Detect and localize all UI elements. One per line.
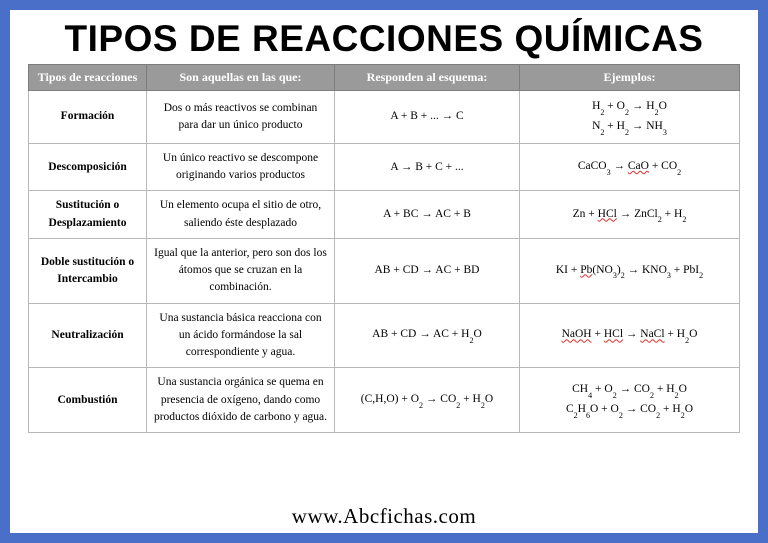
cell-schema: AB + CD → AC + BD: [335, 238, 520, 303]
cell-schema: (C,H,O) + O2 → CO2 + H2O: [335, 368, 520, 433]
header-types: Tipos de reacciones: [29, 65, 147, 91]
cell-example: CaCO3 → CaO + CO2: [520, 143, 740, 191]
cell-example: CH4 + O2 → CO2 + H2OC2H6O + O2 → CO2 + H…: [520, 368, 740, 433]
cell-type: Formación: [29, 91, 147, 144]
cell-schema: A + B + ... → C: [335, 91, 520, 144]
table-row: DescomposiciónUn único reactivo se desco…: [29, 143, 740, 191]
cell-schema: A → B + C + ...: [335, 143, 520, 191]
cell-example: H2 + O2 → H2ON2 + H2 → NH3: [520, 91, 740, 144]
table-row: NeutralizaciónUna sustancia básica reacc…: [29, 303, 740, 368]
table-row: Doble sustitución o IntercambioIgual que…: [29, 238, 740, 303]
header-schema: Responden al esquema:: [335, 65, 520, 91]
cell-type: Sustitución o Desplazamiento: [29, 191, 147, 239]
header-definition: Son aquellas en las que:: [147, 65, 335, 91]
watermark-text: www.Abcfichas.com: [292, 504, 476, 529]
cell-type: Combustión: [29, 368, 147, 433]
cell-type: Neutralización: [29, 303, 147, 368]
cell-example: Zn + HCl → ZnCl2 + H2: [520, 191, 740, 239]
table-body: FormaciónDos o más reactivos se combinan…: [29, 91, 740, 433]
table-row: FormaciónDos o más reactivos se combinan…: [29, 91, 740, 144]
reactions-table: Tipos de reacciones Son aquellas en las …: [28, 64, 740, 433]
cell-description: Dos o más reactivos se combinan para dar…: [147, 91, 335, 144]
cell-example: KI + Pb(NO3)2 → KNO3 + PbI2: [520, 238, 740, 303]
cell-schema: A + BC → AC + B: [335, 191, 520, 239]
cell-schema: AB + CD → AC + H2O: [335, 303, 520, 368]
header-examples: Ejemplos:: [520, 65, 740, 91]
cell-description: Una sustancia orgánica se quema en prese…: [147, 368, 335, 433]
cell-example: NaOH + HCl → NaCl + H2O: [520, 303, 740, 368]
page-title: TIPOS DE REACCIONES QUÍMICAS: [28, 18, 740, 60]
table-row: CombustiónUna sustancia orgánica se quem…: [29, 368, 740, 433]
cell-description: Igual que la anterior, pero son dos los …: [147, 238, 335, 303]
cell-description: Un único reactivo se descompone originan…: [147, 143, 335, 191]
cell-type: Descomposición: [29, 143, 147, 191]
cell-type: Doble sustitución o Intercambio: [29, 238, 147, 303]
table-row: Sustitución o DesplazamientoUn elemento …: [29, 191, 740, 239]
page-frame: TIPOS DE REACCIONES QUÍMICAS Tipos de re…: [10, 10, 758, 533]
cell-description: Un elemento ocupa el sitio de otro, sali…: [147, 191, 335, 239]
cell-description: Una sustancia básica reacciona con un ác…: [147, 303, 335, 368]
table-header-row: Tipos de reacciones Son aquellas en las …: [29, 65, 740, 91]
